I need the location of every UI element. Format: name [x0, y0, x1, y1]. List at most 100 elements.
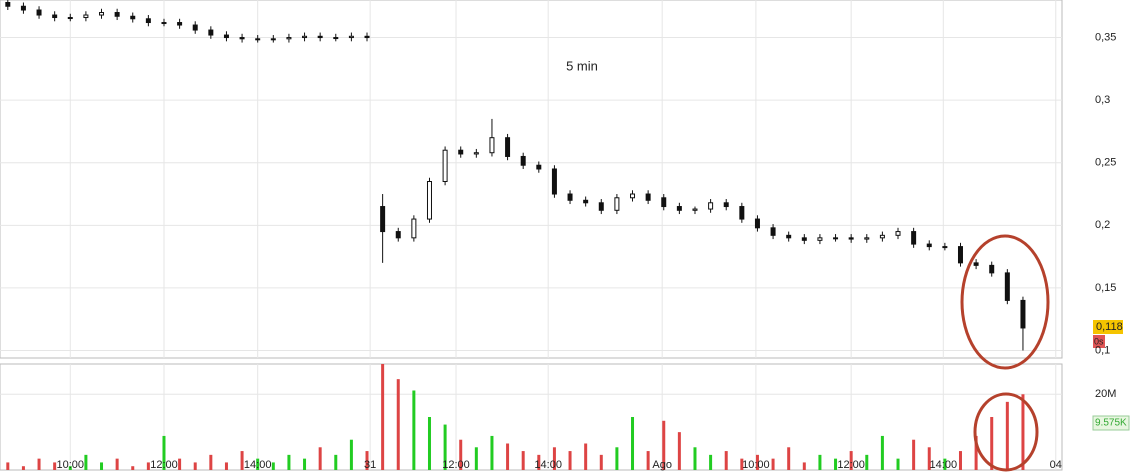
candle-body — [333, 37, 339, 40]
candle-body — [458, 149, 464, 155]
x-tick-label: 12:00 — [150, 459, 178, 471]
last-price-badge — [1093, 320, 1123, 334]
countdown-label: 0s — [1094, 336, 1104, 346]
volume-bar — [896, 458, 900, 470]
volume-bar — [427, 417, 431, 470]
volume-bar — [21, 466, 25, 470]
x-tick-label: 10:00 — [57, 459, 85, 471]
volume-bar — [193, 462, 197, 470]
volume-bar — [334, 454, 338, 470]
candle-body — [973, 262, 979, 266]
candle-body — [208, 29, 214, 36]
last-volume-badge — [1092, 415, 1130, 431]
candle-body — [348, 35, 354, 39]
candle-body — [989, 264, 995, 274]
y-tick-label: 20M — [1095, 388, 1116, 400]
candle-body — [99, 12, 105, 16]
candle-body — [411, 218, 417, 239]
volume-bar — [849, 451, 853, 470]
y-tick-label: 0,25 — [1095, 157, 1116, 169]
x-tick-label: 14:00 — [534, 459, 562, 471]
highlight-ellipse — [960, 234, 1050, 370]
volume-bar — [943, 458, 947, 470]
candle-body — [83, 14, 89, 19]
candle-body — [833, 237, 839, 240]
volume-bar — [53, 462, 57, 470]
volume-bar — [974, 435, 978, 470]
volume-bar — [224, 462, 228, 470]
x-tick-label: 14:00 — [244, 459, 272, 471]
volume-bar — [349, 439, 353, 470]
candle-body — [942, 246, 948, 249]
candle-body — [36, 9, 42, 16]
x-tick-label: 31 — [364, 459, 376, 471]
volume-bar — [506, 443, 510, 470]
candle-body — [692, 208, 698, 211]
candle-body — [536, 164, 542, 170]
volume-bar — [1005, 401, 1009, 470]
volume-bar — [396, 379, 400, 470]
candle-body — [286, 37, 292, 40]
volume-bar — [209, 454, 213, 470]
candle-body — [1020, 299, 1026, 329]
countdown-badge — [1093, 335, 1105, 348]
volume-bar — [271, 462, 275, 470]
volume-bar — [677, 432, 681, 470]
volume-bar — [584, 443, 588, 470]
volume-bar — [662, 420, 666, 470]
volume-bar — [256, 458, 260, 470]
last-volume-label: 9.575K — [1095, 418, 1127, 429]
volume-bar — [552, 447, 556, 470]
volume-bar — [755, 454, 759, 470]
candle-body — [864, 237, 870, 240]
volume-bar — [178, 458, 182, 470]
volume-bar — [693, 447, 697, 470]
x-tick-label: 12:00 — [442, 459, 470, 471]
candle-body — [848, 237, 854, 240]
candle-body — [255, 38, 261, 41]
volume-bar — [6, 462, 10, 470]
volume-bar — [490, 435, 494, 470]
candle-body — [426, 181, 432, 220]
volume-bar — [818, 454, 822, 470]
volume-bar — [537, 454, 541, 470]
candle-body — [754, 218, 760, 229]
volume-bar — [646, 451, 650, 470]
volume-bar — [568, 451, 572, 470]
candle-body — [645, 193, 651, 201]
candle-body — [145, 18, 151, 24]
candle-body — [801, 237, 807, 241]
y-tick-label: 0,15 — [1095, 282, 1116, 294]
candle-body — [67, 17, 73, 20]
last-price-label: 0,118 — [1096, 321, 1123, 333]
candle-body — [817, 237, 823, 241]
volume-bar — [240, 451, 244, 470]
candle-body — [364, 35, 370, 39]
candle-body — [380, 206, 386, 233]
volume-bar — [303, 458, 307, 470]
candle-body — [879, 234, 885, 239]
volume-bar — [84, 454, 88, 470]
candle-body — [957, 246, 963, 264]
candle-body — [489, 137, 495, 154]
x-tick-label: 14:00 — [930, 459, 958, 471]
candle-body — [302, 35, 308, 39]
volume-bar — [37, 458, 41, 470]
volume-bar — [802, 462, 806, 470]
candle-body — [442, 149, 448, 183]
volume-bar — [990, 417, 994, 470]
volume-pane — [0, 363, 1063, 471]
volume-bar — [927, 447, 931, 470]
y-tick-label: 0,35 — [1095, 31, 1116, 43]
volume-bar — [381, 364, 385, 470]
volume-bar — [459, 439, 463, 470]
candle-body — [551, 168, 557, 195]
candle-body — [676, 206, 682, 211]
highlight-ellipse — [973, 392, 1039, 472]
volume-bar — [131, 466, 135, 470]
candle-body — [723, 202, 729, 208]
volume-bar — [771, 458, 775, 470]
candle-body — [270, 38, 276, 41]
chart-title: 5 min — [566, 58, 598, 73]
